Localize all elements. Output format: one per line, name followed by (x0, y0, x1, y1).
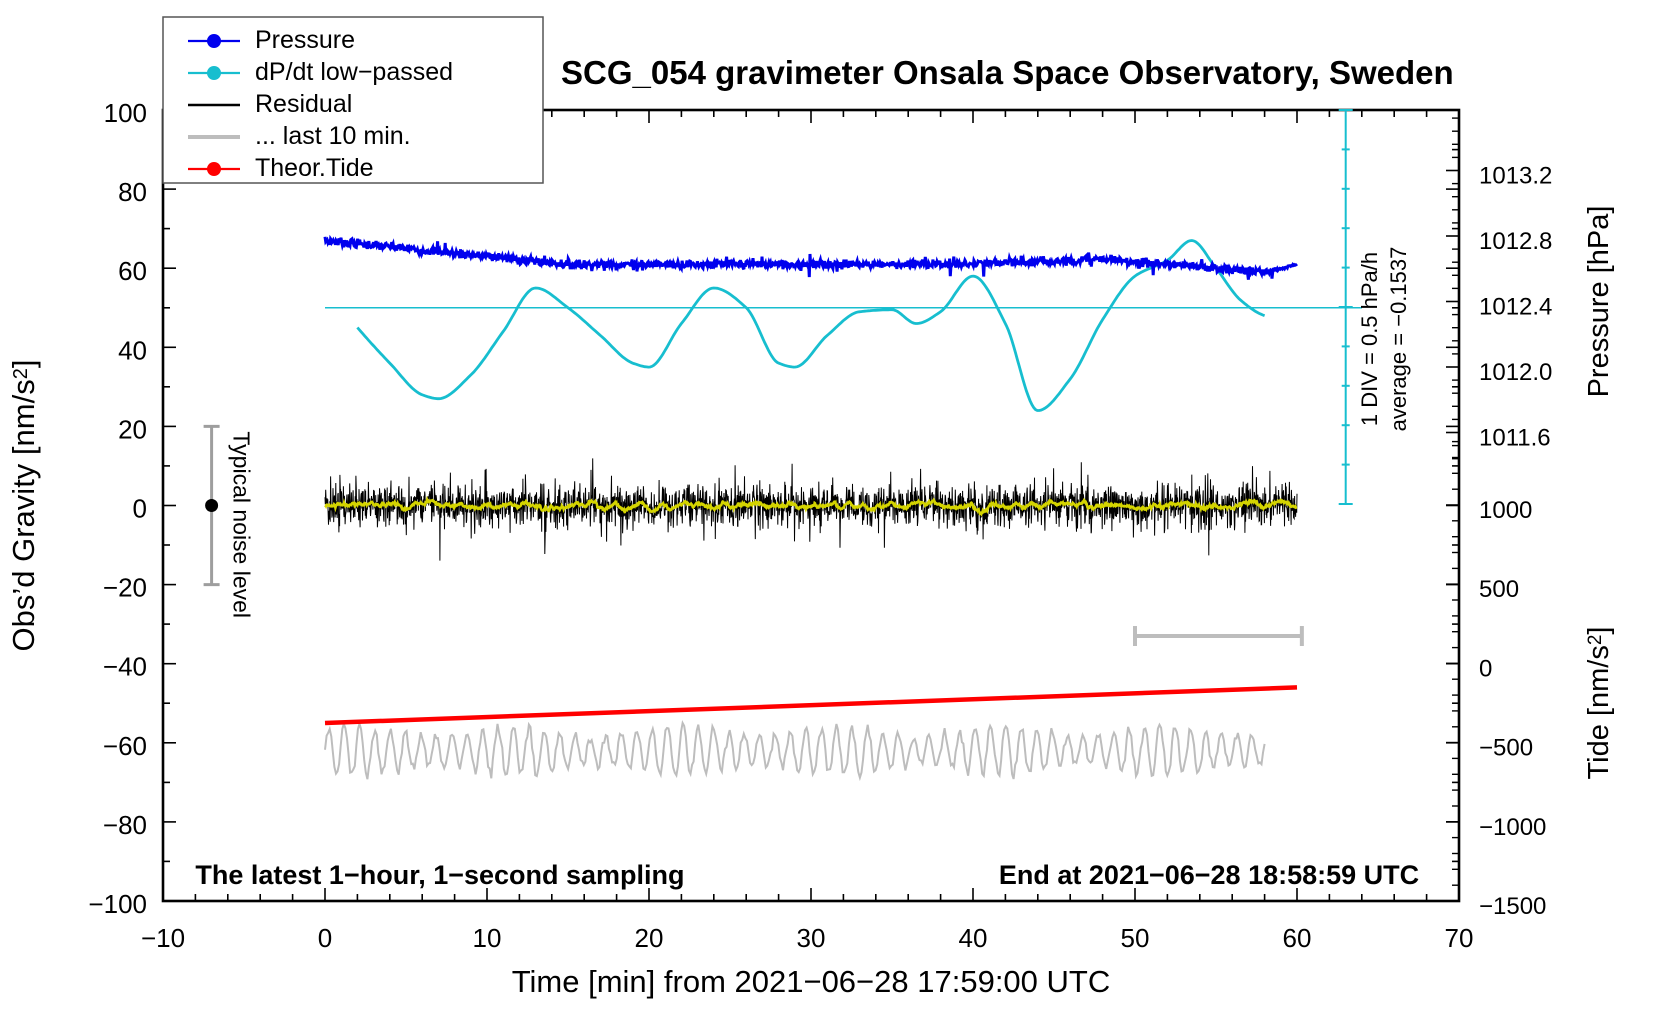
svg-text:−80: −80 (103, 810, 147, 840)
svg-text:500: 500 (1479, 576, 1519, 603)
svg-text:20: 20 (635, 923, 664, 953)
svg-text:−1000: −1000 (1479, 814, 1546, 841)
svg-text:... last 10 min.: ... last 10 min. (255, 122, 411, 150)
svg-text:Pressure [hPa]: Pressure [hPa] (1583, 206, 1615, 398)
svg-text:0: 0 (133, 494, 147, 524)
svg-text:−10: −10 (141, 923, 185, 953)
svg-text:Pressure: Pressure (255, 26, 355, 54)
svg-text:SCG_054 gravimeter Onsala Spac: SCG_054 gravimeter Onsala Space Observat… (561, 54, 1454, 91)
svg-text:60: 60 (118, 256, 147, 286)
svg-text:1013.2: 1013.2 (1479, 163, 1552, 190)
svg-text:dP/dt low−passed: dP/dt low−passed (255, 58, 453, 86)
svg-text:50: 50 (1121, 923, 1150, 953)
svg-text:100: 100 (104, 98, 147, 128)
svg-text:−40: −40 (103, 652, 147, 682)
svg-text:Residual: Residual (255, 90, 352, 118)
svg-text:1000: 1000 (1479, 497, 1532, 524)
svg-text:80: 80 (118, 177, 147, 207)
svg-text:1012.8: 1012.8 (1479, 228, 1552, 255)
svg-text:0: 0 (318, 923, 332, 953)
svg-text:−100: −100 (88, 889, 147, 919)
svg-text:Time [min] from 2021−06−28 17:: Time [min] from 2021−06−28 17:59:00 UTC (512, 964, 1111, 999)
svg-text:40: 40 (118, 335, 147, 365)
svg-text:40: 40 (959, 923, 988, 953)
svg-text:Tide [nm/s2]: Tide [nm/s2] (1583, 627, 1615, 780)
svg-text:−1500: −1500 (1479, 893, 1546, 920)
svg-text:10: 10 (473, 923, 502, 953)
svg-text:Theor.Tide: Theor.Tide (255, 154, 374, 182)
svg-text:The latest 1−hour, 1−second sa: The latest 1−hour, 1−second sampling (195, 860, 684, 890)
svg-text:30: 30 (797, 923, 826, 953)
svg-text:End at 2021−06−28 18:58:59 UTC: End at 2021−06−28 18:58:59 UTC (999, 860, 1419, 890)
svg-text:1012.0: 1012.0 (1479, 359, 1552, 386)
svg-text:average = −0.1537: average = −0.1537 (1386, 247, 1411, 432)
svg-text:0: 0 (1479, 655, 1492, 682)
svg-text:60: 60 (1283, 923, 1312, 953)
svg-text:Obs’d Gravity [nm/s2]: Obs’d Gravity [nm/s2] (6, 360, 41, 652)
svg-text:1012.4: 1012.4 (1479, 294, 1552, 321)
svg-text:−500: −500 (1479, 735, 1533, 762)
svg-text:Typical noise level: Typical noise level (229, 431, 255, 618)
svg-text:−60: −60 (103, 731, 147, 761)
svg-text:20: 20 (118, 414, 147, 444)
svg-text:−20: −20 (103, 573, 147, 603)
svg-text:1 DIV = 0.5 hPa/h: 1 DIV = 0.5 hPa/h (1357, 252, 1382, 426)
svg-text:70: 70 (1445, 923, 1474, 953)
svg-text:1011.6: 1011.6 (1479, 425, 1551, 452)
